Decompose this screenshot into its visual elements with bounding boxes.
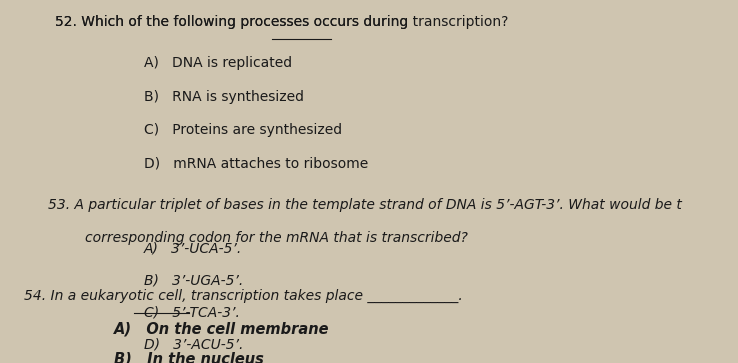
Text: 52. Which of the following processes occurs during transcription?: 52. Which of the following processes occ…: [55, 15, 508, 29]
Text: 52. Which of the following processes occurs during: 52. Which of the following processes occ…: [55, 15, 413, 29]
Text: D)   mRNA attaches to ribosome: D) mRNA attaches to ribosome: [144, 156, 368, 171]
Text: corresponding codon for the mRNA that is transcribed?: corresponding codon for the mRNA that is…: [85, 231, 468, 245]
Text: D)   3’-ACU-5’.: D) 3’-ACU-5’.: [144, 337, 244, 351]
Text: C)   5’-TCA-3’.: C) 5’-TCA-3’.: [144, 305, 240, 319]
Text: A)   On the cell membrane: A) On the cell membrane: [114, 321, 330, 336]
Text: 53. A particular triplet of bases in the template strand of DNA is 5’-AGT-3’. Wh: 53. A particular triplet of bases in the…: [48, 198, 682, 212]
Text: C)   Proteins are synthesized: C) Proteins are synthesized: [144, 123, 342, 137]
Text: A)   3’-UCA-5’.: A) 3’-UCA-5’.: [144, 241, 242, 256]
Text: A)   DNA is replicated: A) DNA is replicated: [144, 56, 292, 70]
Text: B)   In the nucleus: B) In the nucleus: [114, 351, 264, 363]
Text: 54. In a eukaryotic cell, transcription takes place _____________.: 54. In a eukaryotic cell, transcription …: [24, 289, 463, 303]
Text: B)   RNA is synthesized: B) RNA is synthesized: [144, 90, 304, 104]
Text: B)   3’-UGA-5’.: B) 3’-UGA-5’.: [144, 273, 243, 287]
